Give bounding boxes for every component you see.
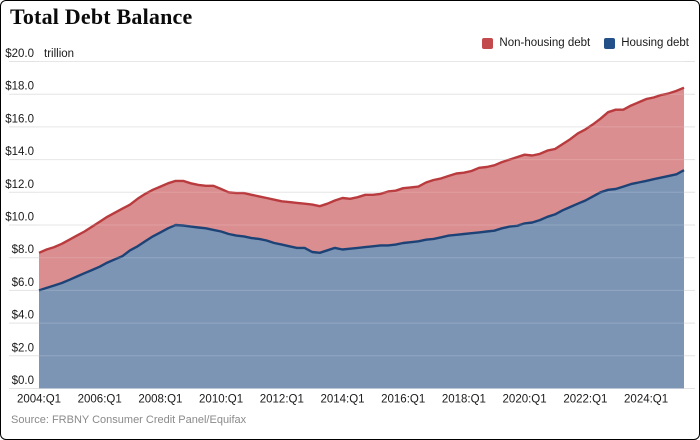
y-tick-label: $20.0 [5, 48, 34, 60]
x-tick-label: 2020:Q1 [503, 394, 547, 406]
x-tick-label: 2018:Q1 [442, 394, 486, 406]
housing-swatch-icon [604, 37, 616, 49]
source-attribution: Source: FRBNY Consumer Credit Panel/Equi… [11, 414, 247, 426]
legend: Non-housing debt Housing debt [482, 37, 689, 49]
legend-label-non-housing: Non-housing debt [499, 37, 591, 49]
y-tick-label: $4.0 [12, 310, 34, 322]
y-tick-label: $2.0 [12, 342, 34, 354]
x-tick-label: 2022:Q1 [563, 394, 607, 406]
x-tick-label: 2024:Q1 [624, 394, 668, 406]
x-tick-label: 2010:Q1 [199, 394, 243, 406]
y-tick-label: $18.0 [5, 81, 34, 93]
y-tick-label: $8.0 [12, 244, 34, 256]
non-housing-debt-area [39, 87, 684, 291]
legend-item-housing: Housing debt [604, 37, 689, 49]
total-debt-line [38, 86, 685, 254]
y-tick-label: $14.0 [5, 146, 34, 158]
y-tick-label: $0.0 [12, 375, 34, 387]
x-tick-label: 2016:Q1 [381, 394, 425, 406]
chart-title: Total Debt Balance [10, 4, 193, 29]
x-tick-label: 2004:Q1 [17, 394, 61, 406]
y-tick-label: $6.0 [12, 277, 34, 289]
legend-item-non-housing: Non-housing debt [482, 37, 590, 49]
y-tick-label: $12.0 [5, 179, 34, 191]
y-axis-unit-label: trillion [44, 48, 74, 60]
x-tick-label: 2006:Q1 [78, 394, 122, 406]
y-tick-label: $16.0 [5, 113, 34, 125]
y-tick-label: $10.0 [5, 212, 34, 224]
housing-debt-line [38, 169, 685, 292]
non-housing-swatch-icon [482, 37, 494, 49]
legend-label-housing: Housing debt [621, 37, 689, 49]
x-tick-label: 2012:Q1 [260, 394, 304, 406]
x-tick-label: 2008:Q1 [138, 394, 182, 406]
x-tick-label: 2014:Q1 [320, 394, 364, 406]
